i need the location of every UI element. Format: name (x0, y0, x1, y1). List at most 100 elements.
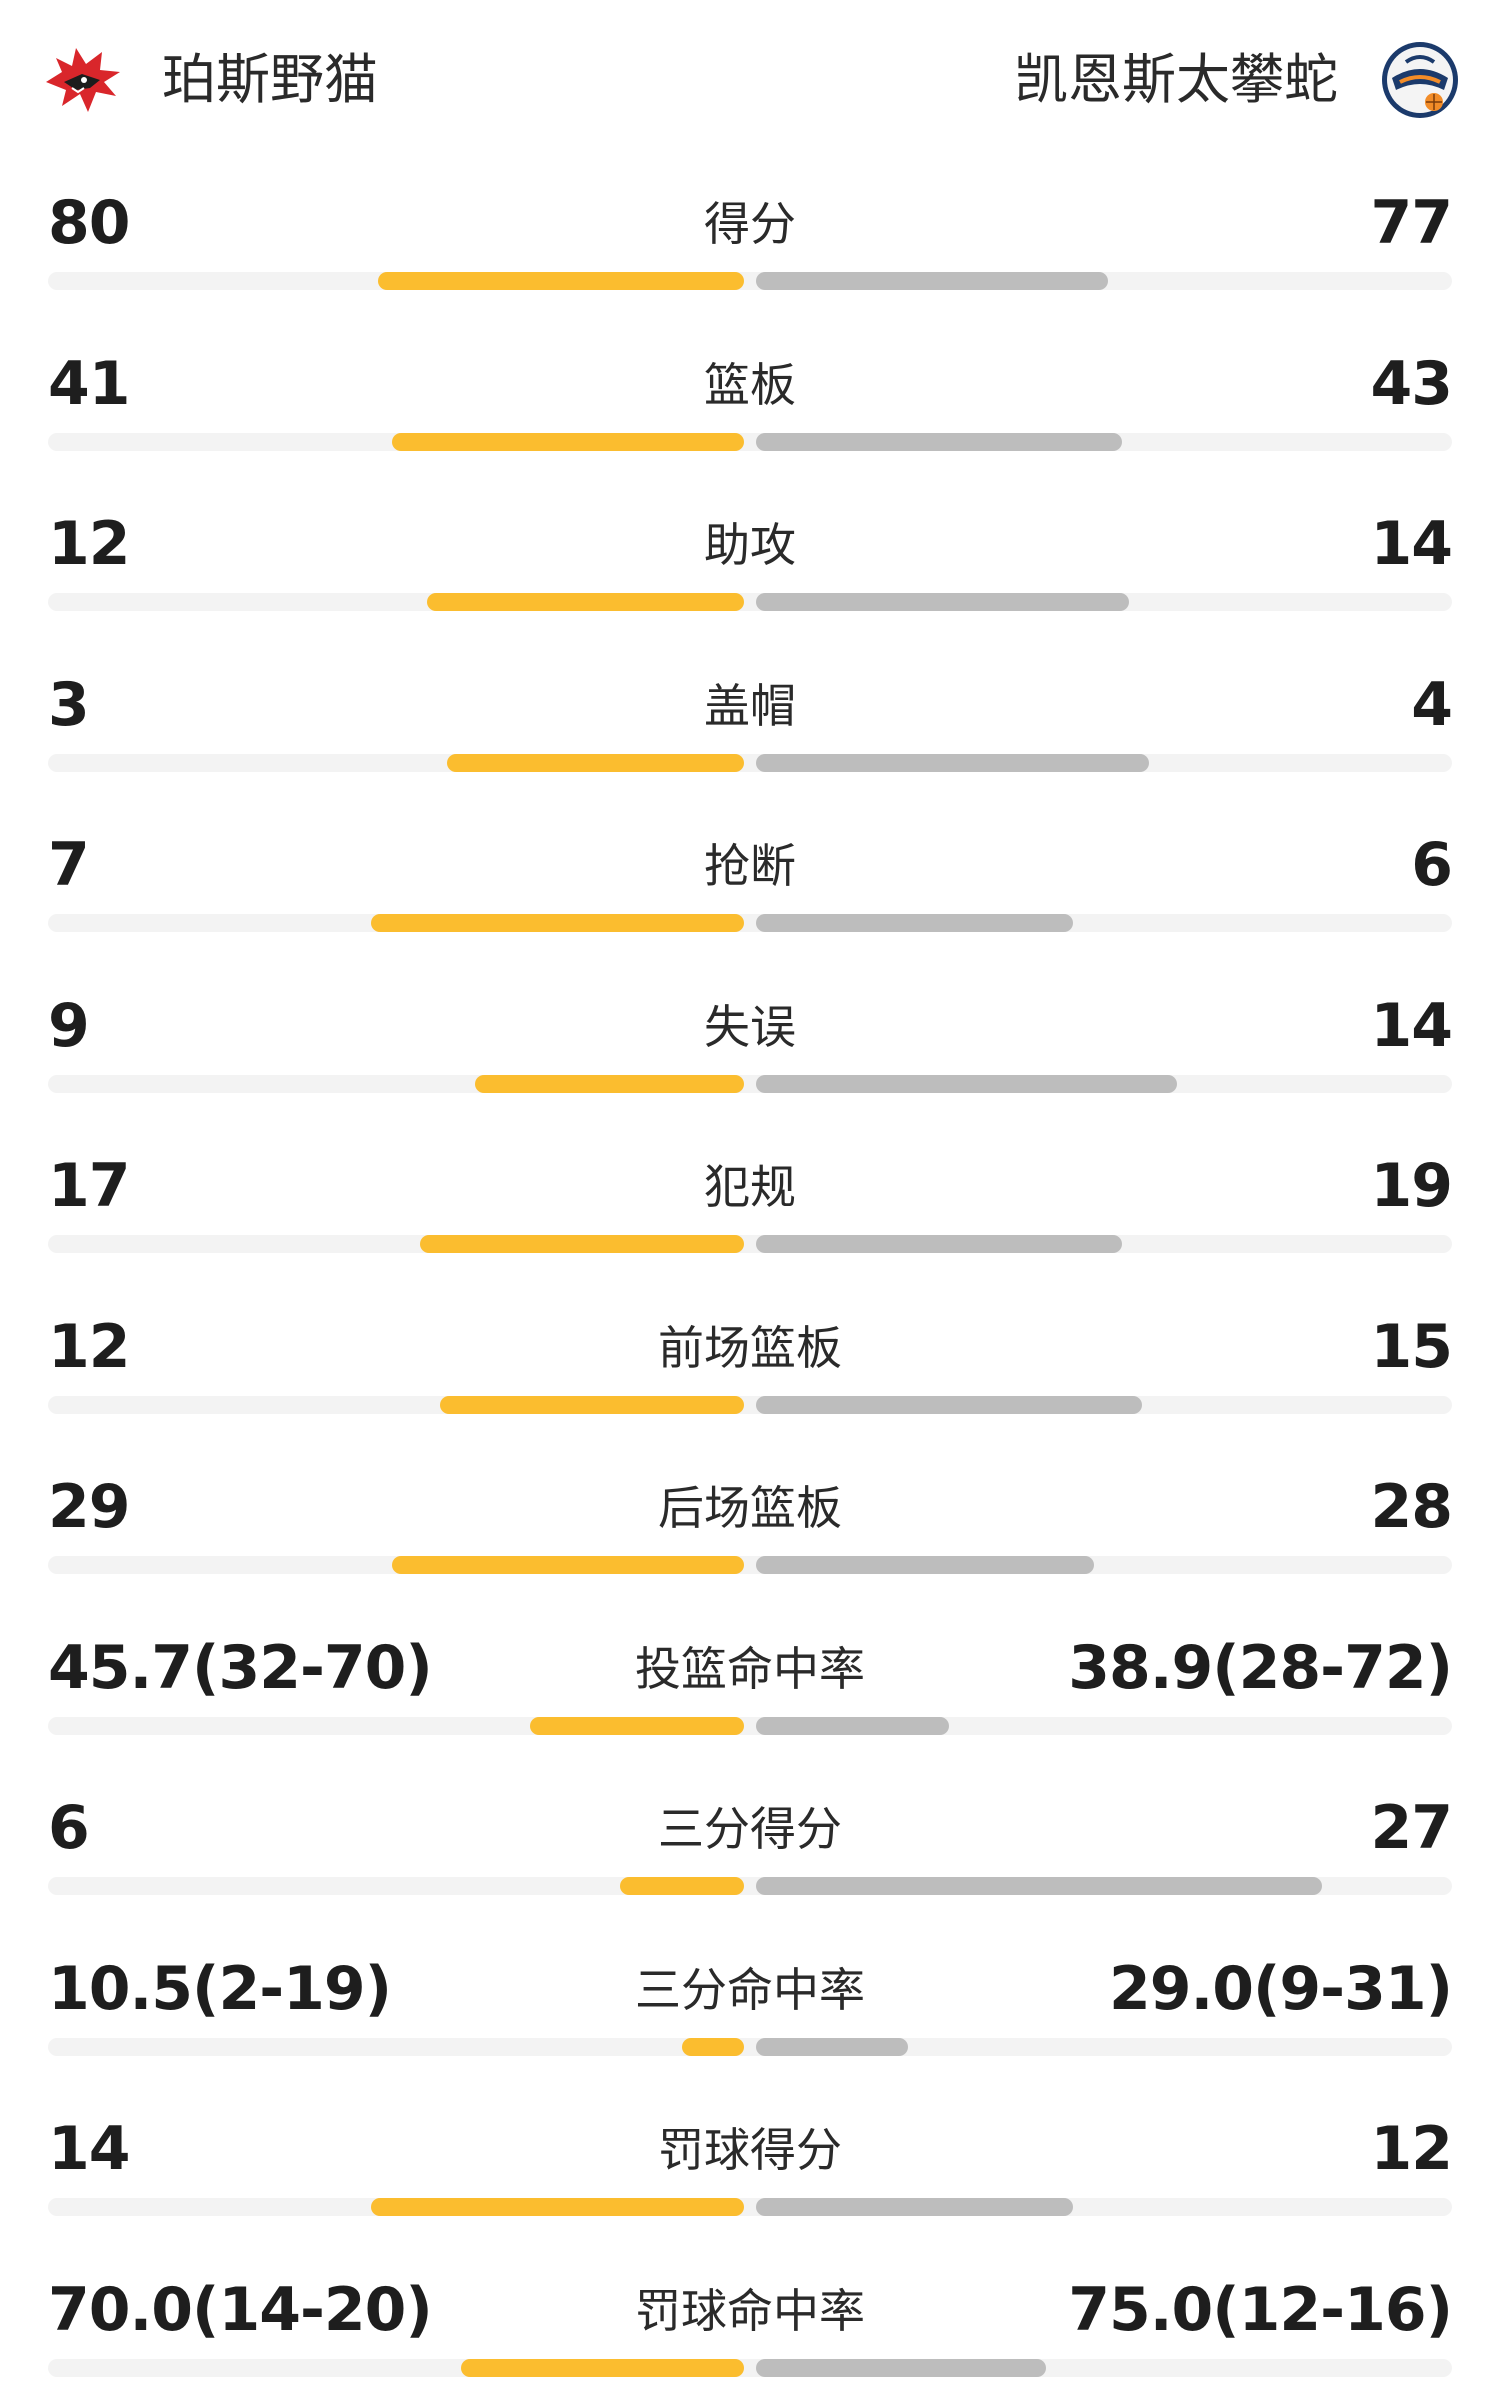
stat-bar-track (48, 2359, 1452, 2377)
stat-bar-track (48, 1717, 1452, 1735)
stat-bar-track (48, 1075, 1452, 1093)
stat-bar-track (48, 1235, 1452, 1253)
away-stat-bar (756, 593, 1129, 611)
home-stat-bar (447, 754, 744, 772)
away-stat-value: 15 (1371, 1312, 1453, 1382)
home-stat-bar (620, 1877, 744, 1895)
stat-row: 80 得分 77 (0, 160, 1500, 321)
home-stat-bar (371, 2198, 744, 2216)
home-stat-value: 45.7(32-70) (48, 1633, 432, 1703)
wildcat-logo-icon (42, 42, 124, 118)
away-stat-value: 38.9(28-72) (1068, 1633, 1452, 1703)
home-stat-value: 17 (48, 1151, 130, 1221)
away-stat-bar (756, 1717, 949, 1735)
stat-label: 罚球得分 (450, 2122, 1050, 2178)
away-stat-bar (756, 1877, 1322, 1895)
stat-label: 得分 (450, 196, 1050, 252)
stat-row: 29 后场篮板 28 (0, 1444, 1500, 1605)
stat-label: 前场篮板 (450, 1320, 1050, 1376)
away-stat-bar (756, 754, 1149, 772)
home-stat-bar (475, 1075, 744, 1093)
away-stat-bar (756, 1075, 1177, 1093)
stat-label: 抢断 (450, 838, 1050, 894)
away-stat-bar (756, 1396, 1142, 1414)
away-stat-bar (756, 433, 1122, 451)
stat-bar-track (48, 593, 1452, 611)
stat-label: 罚球命中率 (450, 2283, 1050, 2339)
away-stat-bar (756, 2359, 1046, 2377)
home-stat-bar (427, 593, 744, 611)
away-stat-value: 75.0(12-16) (1068, 2275, 1452, 2345)
stat-row: 6 三分得分 27 (0, 1765, 1500, 1926)
stat-label: 后场篮板 (450, 1480, 1050, 1536)
stat-bar-track (48, 1396, 1452, 1414)
away-stat-value: 12 (1371, 2114, 1453, 2184)
stat-label: 犯规 (450, 1159, 1050, 1215)
stat-label: 助攻 (450, 517, 1050, 573)
away-stat-bar (756, 2198, 1073, 2216)
stat-bar-track (48, 754, 1452, 772)
away-stat-bar (756, 914, 1073, 932)
stat-row: 9 失误 14 (0, 963, 1500, 1124)
home-stat-value: 6 (48, 1793, 89, 1863)
home-stat-bar (371, 914, 744, 932)
stat-label: 投篮命中率 (450, 1641, 1050, 1697)
stat-bar-track (48, 914, 1452, 932)
stat-label: 失误 (450, 999, 1050, 1055)
away-stat-value: 6 (1411, 830, 1452, 900)
away-stat-value: 4 (1411, 670, 1452, 740)
stat-row: 14 罚球得分 12 (0, 2086, 1500, 2247)
home-stat-value: 10.5(2-19) (48, 1954, 391, 2024)
home-stat-value: 9 (48, 991, 89, 1061)
away-stat-bar (756, 272, 1108, 290)
home-stat-value: 29 (48, 1472, 130, 1542)
home-stat-value: 80 (48, 188, 130, 258)
away-stat-value: 29.0(9-31) (1109, 1954, 1452, 2024)
away-stat-value: 14 (1371, 509, 1453, 579)
stat-row: 7 抢断 6 (0, 802, 1500, 963)
home-stat-value: 3 (48, 670, 89, 740)
away-team-name[interactable]: 凯恩斯太攀蛇 (1014, 40, 1338, 120)
stat-row: 3 盖帽 4 (0, 642, 1500, 803)
match-header: 珀斯野猫 凯恩斯太攀蛇 (0, 0, 1500, 160)
home-stat-bar (420, 1235, 744, 1253)
away-stat-bar (756, 2038, 908, 2056)
home-stat-value: 7 (48, 830, 89, 900)
away-stat-value: 43 (1371, 349, 1453, 419)
stat-bar-track (48, 2198, 1452, 2216)
home-stat-bar (440, 1396, 744, 1414)
stat-label: 三分得分 (450, 1801, 1050, 1857)
stat-label: 三分命中率 (450, 1962, 1050, 2018)
home-stat-bar (378, 272, 744, 290)
home-stat-bar (392, 1556, 744, 1574)
stat-row: 10.5(2-19) 三分命中率 29.0(9-31) (0, 1926, 1500, 2087)
home-stat-value: 14 (48, 2114, 130, 2184)
stat-label: 盖帽 (450, 678, 1050, 734)
home-stat-bar (530, 1717, 744, 1735)
away-stat-value: 28 (1371, 1472, 1453, 1542)
stat-bar-track (48, 2038, 1452, 2056)
stat-bar-track (48, 272, 1452, 290)
stat-bar-track (48, 1556, 1452, 1574)
stat-row: 12 助攻 14 (0, 481, 1500, 642)
away-stat-value: 19 (1371, 1151, 1453, 1221)
stat-row: 17 犯规 19 (0, 1123, 1500, 1284)
stat-row: 45.7(32-70) 投篮命中率 38.9(28-72) (0, 1605, 1500, 1766)
taipans-logo-icon (1378, 38, 1462, 122)
stat-bar-track (48, 433, 1452, 451)
away-stat-bar (756, 1235, 1122, 1253)
home-stat-bar (682, 2038, 744, 2056)
stat-row: 41 篮板 43 (0, 321, 1500, 482)
home-stat-value: 41 (48, 349, 130, 419)
stat-label: 篮板 (450, 357, 1050, 413)
away-stat-value: 77 (1371, 188, 1453, 258)
stat-row: 12 前场篮板 15 (0, 1284, 1500, 1445)
away-stat-bar (756, 1556, 1094, 1574)
stat-row: 70.0(14-20) 罚球命中率 75.0(12-16) (0, 2247, 1500, 2407)
away-stat-value: 27 (1371, 1793, 1453, 1863)
home-stat-bar (392, 433, 744, 451)
home-stat-value: 12 (48, 509, 130, 579)
home-stat-value: 70.0(14-20) (48, 2275, 432, 2345)
away-stat-value: 14 (1371, 991, 1453, 1061)
home-team-name[interactable]: 珀斯野猫 (162, 40, 378, 120)
